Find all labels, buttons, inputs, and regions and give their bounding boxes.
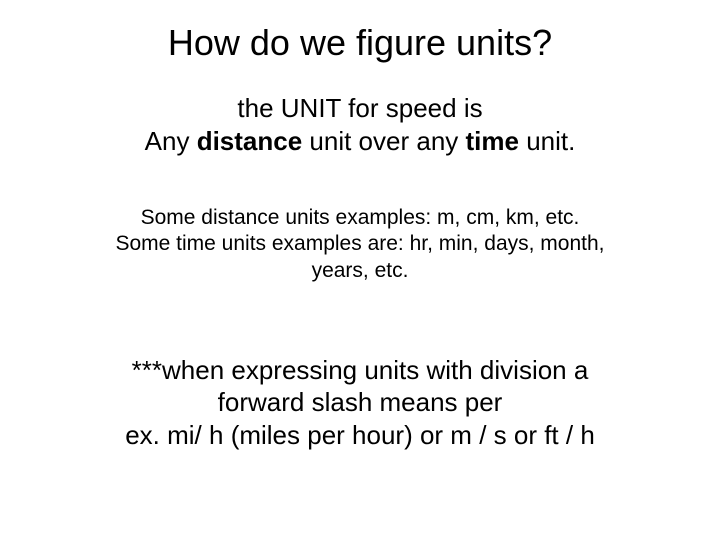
intro-block: the UNIT for speed is Any distance unit … xyxy=(0,92,720,157)
examples-line-3: years, etc. xyxy=(0,258,720,284)
intro-bold-distance: distance xyxy=(197,126,303,156)
slide-title: How do we figure units? xyxy=(0,0,720,64)
intro-text-c: unit over any xyxy=(302,126,465,156)
examples-block: Some distance units examples: m, cm, km,… xyxy=(0,205,720,284)
examples-line-2: Some time units examples are: hr, min, d… xyxy=(0,231,720,257)
intro-bold-time: time xyxy=(466,126,519,156)
note-block: ***when expressing units with division a… xyxy=(0,354,720,452)
slide: How do we figure units? the UNIT for spe… xyxy=(0,0,720,540)
examples-line-1: Some distance units examples: m, cm, km,… xyxy=(0,205,720,231)
intro-text-e: unit. xyxy=(519,126,575,156)
intro-text-a: Any xyxy=(145,126,197,156)
note-line-3: ex. mi/ h (miles per hour) or m / s or f… xyxy=(0,419,720,452)
intro-line-2: Any distance unit over any time unit. xyxy=(0,125,720,158)
note-line-2: forward slash means per xyxy=(0,386,720,419)
note-line-1: ***when expressing units with division a xyxy=(0,354,720,387)
intro-line-1: the UNIT for speed is xyxy=(0,92,720,125)
